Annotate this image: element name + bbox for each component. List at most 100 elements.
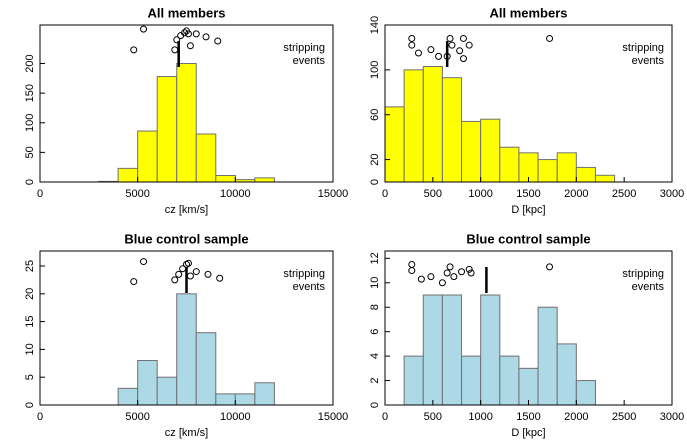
annotation: stripping [283,42,325,54]
y-tick-label: 150 [24,84,36,102]
histogram-bar [499,355,520,406]
histogram-bar [254,382,275,406]
x-tick-label: 1000 [468,188,492,200]
x-tick-label: 2500 [612,188,636,200]
event-marker [465,265,473,273]
y-tick-label: 0 [369,402,381,408]
y-tick-label: 10 [369,277,381,289]
histogram-bar [594,174,616,183]
x-tick-label: 2500 [612,411,636,423]
histogram-bar [403,355,424,406]
histogram-bar [176,293,197,406]
histogram-bar [254,177,275,183]
histogram-bar [422,65,443,183]
y-tick-label: 12 [369,252,381,264]
event-marker [192,268,200,276]
event-marker [130,46,138,54]
histogram-bar [117,167,139,183]
event-marker [465,41,473,49]
histogram-bar [384,106,405,183]
histogram-bar [480,118,501,183]
x-tick-label: 500 [424,188,442,200]
event-marker [192,30,200,38]
histogram-bar [215,174,236,183]
event-marker [408,260,416,268]
histogram-bar [518,367,539,406]
y-tick-label: 4 [369,353,381,359]
x-tick-label: 15000 [318,411,349,423]
event-marker [408,41,416,49]
histogram-bar [156,76,178,183]
histogram-bar [422,294,443,406]
x-axis-label: cz [km/s] [165,427,208,439]
x-tick-label: 2000 [564,188,588,200]
histogram-bar [575,380,596,406]
histogram-bar [499,146,520,183]
histogram-bar [441,77,463,183]
event-marker [446,263,454,271]
histogram-bar [195,332,217,406]
x-axis-label: D [kpc] [511,204,545,216]
y-tick-label: 5 [24,374,36,380]
histogram-bar [176,63,197,183]
y-tick-label: 140 [369,16,381,34]
histogram-bar [556,343,577,406]
event-marker [171,46,179,54]
x-tick-label: 0 [37,411,43,423]
histogram-bar [117,387,139,406]
x-tick-label: 500 [424,411,442,423]
event-marker [408,34,416,42]
panel-title: All members [489,5,567,20]
histogram-bar [575,166,596,183]
event-marker [446,34,454,42]
annotation: stripping [283,268,325,280]
y-tick-label: 15 [24,315,36,327]
histogram-bar [556,152,577,183]
x-tick-label: 0 [382,411,388,423]
y-tick-label: 8 [369,304,381,310]
histogram-bar [461,120,482,183]
plot-frame [39,24,334,183]
event-marker [202,33,210,41]
event-marker [456,47,464,55]
histogram-bar [156,376,178,406]
x-tick-label: 0 [382,188,388,200]
histogram-bar [403,69,424,183]
event-marker [438,279,446,287]
panel-title: Blue control sample [466,231,590,246]
event-marker [450,273,458,281]
event-marker [435,52,443,60]
y-tick-label: 0 [24,402,36,408]
histogram-bar [537,306,558,406]
event-marker [184,30,192,38]
event-marker [173,36,181,44]
y-tick-label: 50 [24,146,36,158]
x-tick-label: 0 [37,188,43,200]
histogram-bar [137,360,158,406]
y-tick-label: 100 [369,61,381,79]
event-marker [204,270,212,278]
x-axis-label: cz [km/s] [165,204,208,216]
event-marker [408,267,416,275]
event-marker [171,276,179,284]
event-marker [130,278,138,286]
event-marker [459,55,467,63]
annotation: events [293,55,326,67]
x-tick-label: 5000 [125,411,149,423]
histogram-bar [441,294,463,406]
x-tick-label: 1500 [516,188,540,200]
event-marker [184,259,192,267]
event-marker [427,46,435,54]
event-marker [443,269,451,277]
y-tick-label: 0 [24,179,36,185]
event-marker [467,269,475,277]
event-marker [414,49,422,57]
y-tick-label: 6 [369,329,381,335]
histogram-bar [537,159,558,183]
panel-title: Blue control sample [124,231,248,246]
event-marker [214,37,222,45]
event-marker [216,274,224,282]
event-marker [175,270,183,278]
x-tick-label: 1000 [468,411,492,423]
